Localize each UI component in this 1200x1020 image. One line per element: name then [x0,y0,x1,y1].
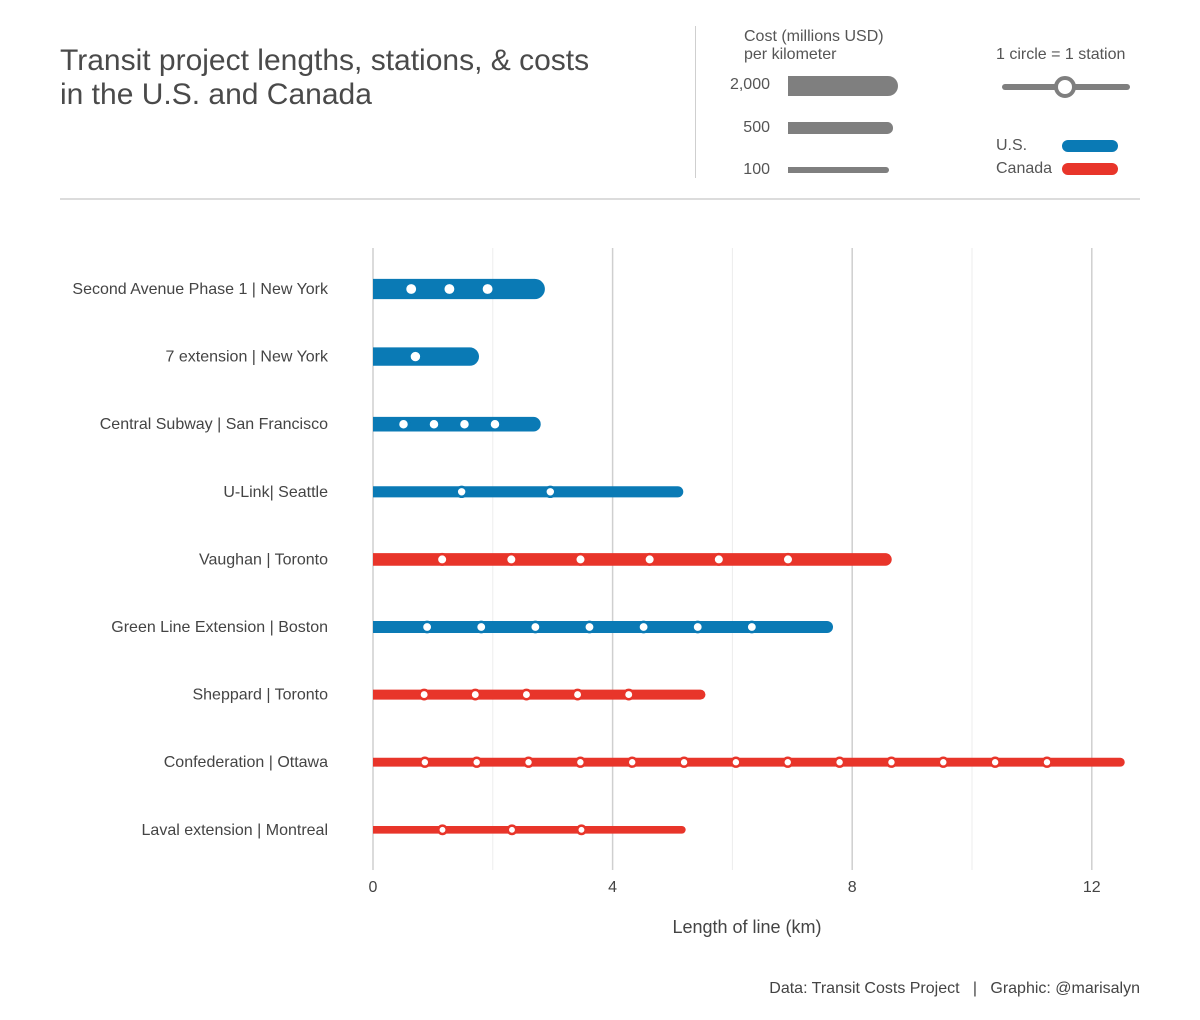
x-tick-label: 12 [1083,879,1101,896]
project-label: Central Subway | San Francisco [100,416,328,433]
station-marker [419,756,431,768]
station-marker [455,485,468,499]
station-marker [678,756,690,768]
station-marker [407,348,424,365]
project-label: Sheppard | Toronto [192,687,328,704]
station-marker [833,756,846,768]
legend-swatch-canada [1062,163,1118,175]
cost-legend-title: Cost (millions USD) per kilometer [744,28,884,64]
station-marker [571,688,584,701]
cost-legend-bar [788,75,898,97]
station-marker [469,688,482,701]
station-marker [626,756,638,768]
station-marker [989,756,1001,768]
chart-title: Transit project lengths, stations, & cos… [60,44,680,112]
project-label: 7 extension | New York [166,349,329,366]
station-marker [643,552,657,566]
x-tick-label: 8 [848,879,857,896]
station-marker [420,620,434,634]
station-marker [637,620,651,634]
project-line [373,825,686,834]
cost-legend-label: 500 [743,119,770,136]
station-marker [782,756,794,768]
header-divider-vertical [695,26,696,178]
station-marker [730,756,742,768]
cost-legend-label: 2,000 [729,76,770,93]
cost-legend-bar [788,122,893,134]
project-label: Laval extension | Montreal [142,822,328,839]
project-label: U-Link| Seattle [223,484,328,501]
station-marker [574,756,587,768]
project-line [373,553,892,566]
title-line-1: Transit project lengths, stations, & cos… [60,44,590,77]
station-marker [418,688,431,701]
project-line [373,620,834,634]
station-marker [504,552,518,566]
station-marker [457,417,472,432]
station-marker [435,552,449,566]
project-line [373,486,684,498]
project-line [373,757,1125,767]
station-marker [506,824,518,836]
station-marker [781,552,795,566]
station-marker [576,824,587,836]
station-marker [522,756,535,768]
station-marker [528,620,542,634]
station-marker [520,688,533,701]
station-marker [440,280,459,298]
cost-legend-label: 100 [743,161,770,178]
station-marker [573,552,588,566]
station-marker [402,280,421,298]
project-label: Confederation | Ottawa [164,754,328,771]
station-marker [622,688,635,701]
station-legend-circle [1054,76,1076,98]
x-axis-title: Length of line (km) [672,917,821,937]
x-tick-label: 4 [608,879,617,896]
station-marker [478,280,497,298]
source-credit: Data: Transit Costs Project | Graphic: @… [769,980,1140,997]
project-line [373,689,706,700]
station-marker [885,756,898,768]
station-marker [437,824,448,836]
project-label: Vaughan | Toronto [199,551,328,568]
station-marker [712,552,726,566]
legend-swatch-us [1062,140,1118,152]
project-line [373,278,545,300]
station-legend-title: 1 circle = 1 station [996,46,1126,63]
x-tick-label: 0 [369,879,378,896]
legend-label-canada: Canada [996,160,1053,177]
title-line-2: in the U.S. and Canada [60,78,372,111]
station-marker [544,485,557,499]
station-marker [426,417,442,432]
project-line [373,347,480,366]
station-marker [474,620,488,634]
station-marker [583,620,596,634]
station-marker [1041,756,1053,768]
station-marker [937,756,949,768]
cost-legend-title-line-2: per kilometer [744,46,837,63]
station-marker [691,620,705,634]
project-label: Green Line Extension | Boston [111,619,328,636]
project-label: Second Avenue Phase 1 | New York [72,281,329,298]
station-marker [487,417,503,432]
station-marker [745,620,759,634]
legend-label-us: U.S. [996,137,1028,154]
header-divider-horizontal [60,198,1140,200]
station-marker [396,417,411,432]
cost-legend-title-line-1: Cost (millions USD) [744,28,884,45]
station-marker [470,756,483,768]
cost-legend-bar [788,166,889,174]
